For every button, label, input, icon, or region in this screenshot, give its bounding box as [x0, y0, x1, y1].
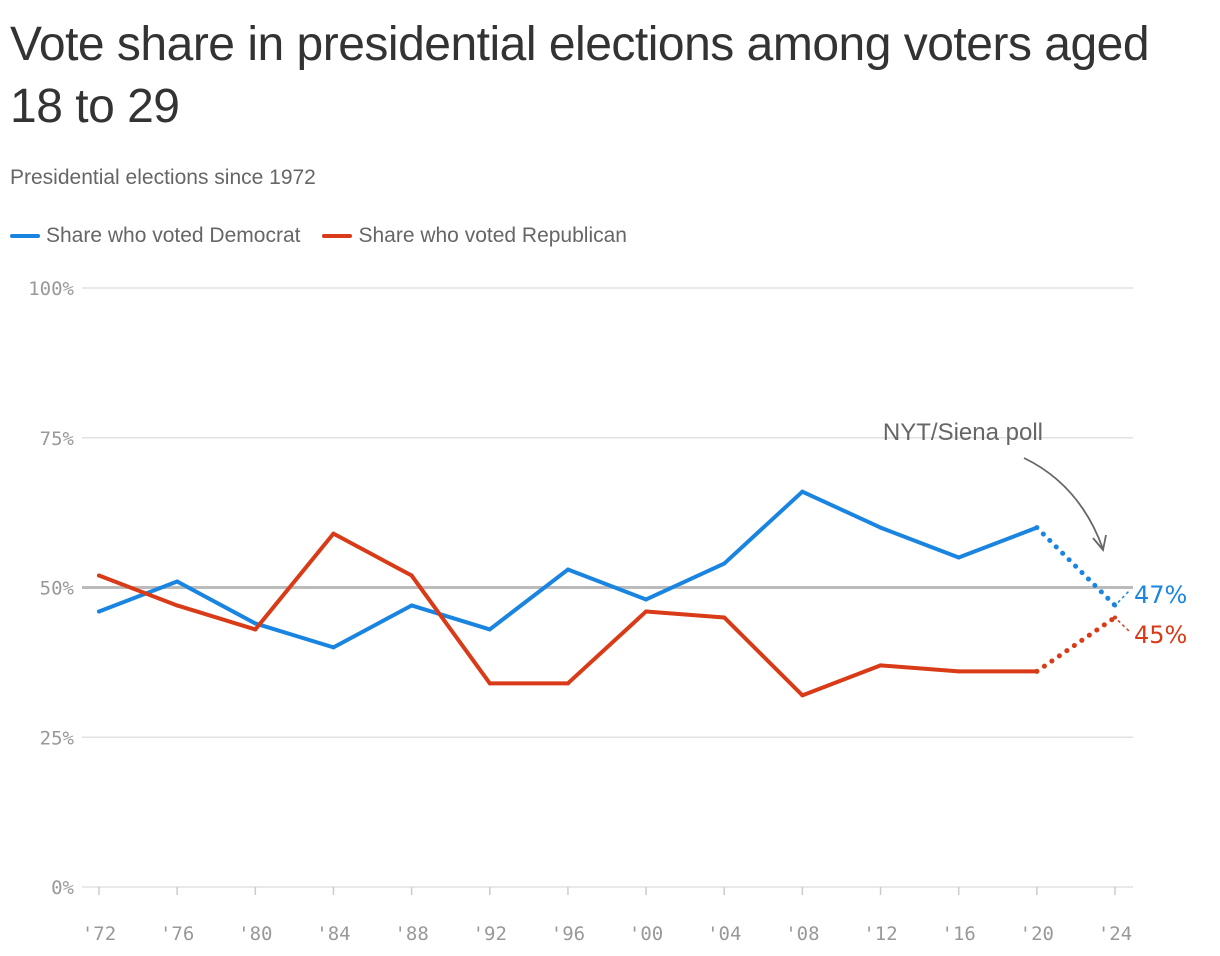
x-tick-label: '00 [629, 923, 663, 945]
data-point [956, 669, 961, 674]
data-point [97, 609, 101, 614]
x-tick-label: '72 [82, 923, 116, 945]
legend-swatch-republican [322, 234, 353, 238]
legend-swatch-democrat [10, 234, 40, 238]
data-point [1034, 525, 1039, 530]
x-tick-label: '80 [238, 923, 272, 945]
series-projection-0 [1034, 525, 1118, 608]
x-tick-label: '12 [863, 923, 897, 945]
legend-item-republican: Share who voted Republican [322, 224, 627, 248]
data-point [565, 567, 570, 572]
data-point [409, 573, 414, 578]
annotation-arrowhead [1092, 534, 1107, 553]
x-tick-label: '96 [551, 923, 585, 945]
end-label: 47% [1134, 581, 1187, 609]
legend-label-republican: Share who voted Republican [358, 224, 627, 247]
data-point [800, 693, 805, 698]
legend-label-democrat: Share who voted Democrat [46, 224, 301, 247]
x-tick-label: '24 [1098, 923, 1132, 945]
data-point [878, 663, 883, 668]
data-point [409, 603, 414, 608]
end-label-leader [1117, 589, 1131, 603]
data-point [487, 627, 492, 632]
x-tick-label: '84 [316, 923, 350, 945]
data-point [565, 681, 570, 686]
annotation-label: NYT/Siena poll [883, 419, 1043, 446]
data-point [644, 597, 649, 602]
y-tick-label: 50% [40, 578, 75, 600]
data-point [878, 525, 883, 530]
end-label: 45% [1134, 621, 1187, 649]
chart-subtitle: Presidential elections since 1972 [10, 166, 316, 189]
chart-title: Vote share in presidential elections amo… [10, 18, 1150, 133]
data-point [722, 615, 727, 620]
legend: Share who voted Democrat Share who voted… [10, 224, 627, 248]
x-tick-label: '76 [160, 923, 194, 945]
y-tick-label: 100% [28, 278, 74, 300]
end-label-leader [1117, 619, 1131, 633]
data-point [331, 645, 336, 650]
data-point [175, 603, 180, 608]
x-tick-label: '04 [707, 923, 741, 945]
data-point [175, 579, 180, 584]
data-point [722, 561, 727, 566]
data-point [253, 621, 258, 626]
x-tick-label: '92 [473, 923, 507, 945]
data-point [253, 627, 258, 632]
x-tick-label: '88 [394, 923, 428, 945]
data-point [644, 609, 649, 614]
x-tick-label: '20 [1020, 923, 1054, 945]
y-tick-label: 25% [40, 727, 75, 749]
data-point [331, 531, 336, 536]
y-tick-label: 0% [51, 877, 74, 899]
annotation-arrow [1023, 457, 1104, 550]
legend-item-democrat: Share who voted Democrat [10, 224, 300, 248]
data-point [800, 489, 805, 494]
data-point [1113, 603, 1117, 608]
x-tick-label: '08 [785, 923, 819, 945]
data-point [956, 555, 961, 560]
data-point [487, 681, 492, 686]
data-point [1034, 669, 1039, 674]
x-tick-label: '16 [942, 923, 976, 945]
y-tick-label: 75% [40, 428, 75, 450]
series-projection-1 [1034, 614, 1118, 674]
data-point [97, 573, 101, 578]
data-point [1113, 615, 1117, 620]
